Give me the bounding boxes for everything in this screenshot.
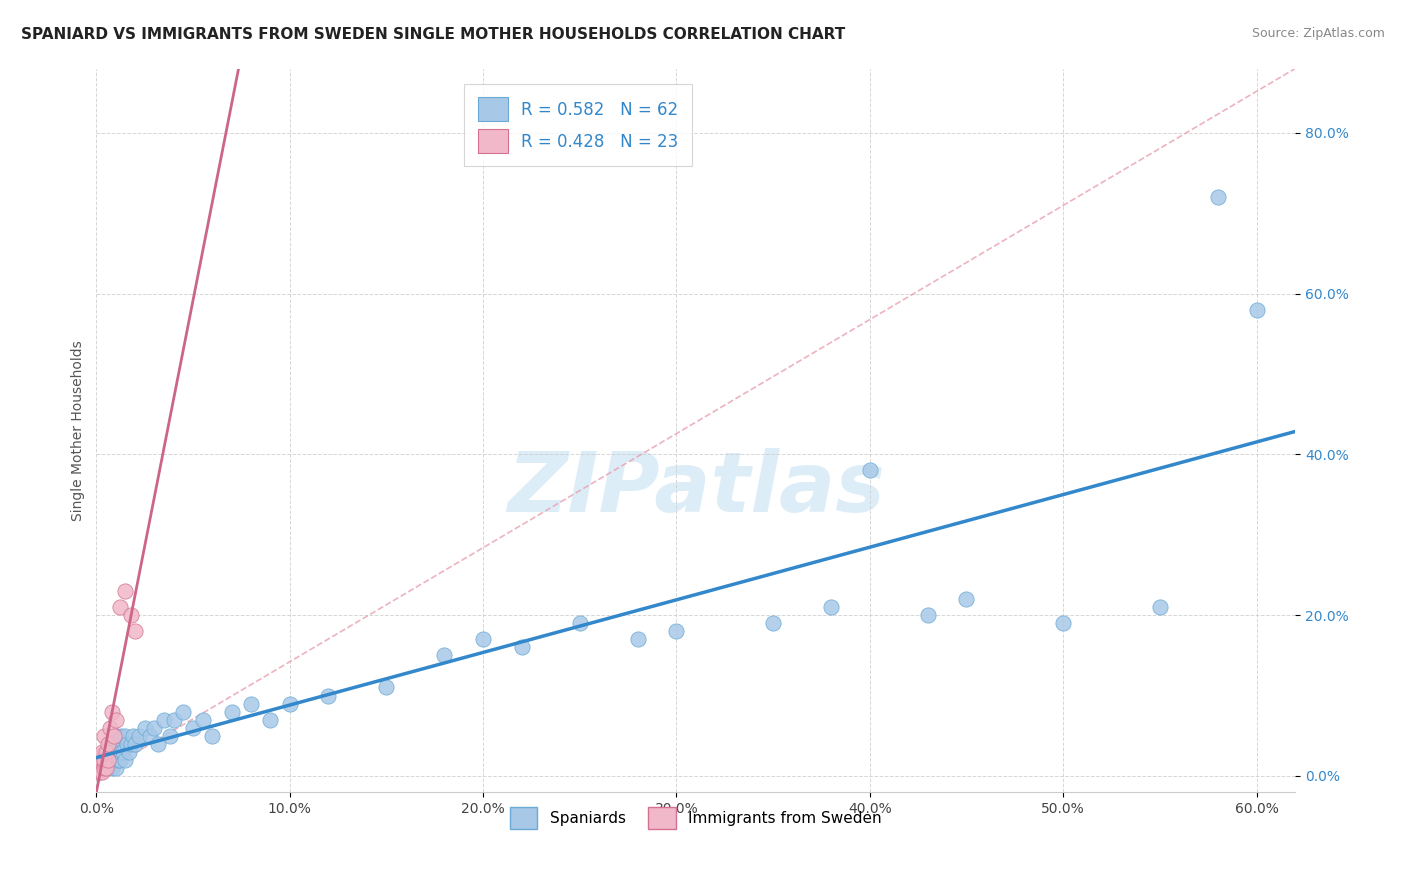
Point: [114, 584, 136, 599]
Point: [89, 748, 111, 763]
Point: [91, 753, 114, 767]
Point: [98, 737, 121, 751]
Point: [139, 729, 162, 743]
Point: [104, 745, 127, 759]
Point: [1149, 600, 1171, 615]
Point: [94, 761, 117, 775]
Point: [124, 737, 146, 751]
Point: [159, 729, 181, 743]
Point: [103, 737, 125, 751]
Point: [91, 764, 114, 779]
Point: [94, 753, 117, 767]
Point: [108, 600, 131, 615]
Point: [1246, 302, 1268, 317]
Point: [181, 721, 204, 735]
Point: [94, 745, 117, 759]
Point: [97, 761, 120, 775]
Point: [859, 463, 882, 477]
Point: [820, 600, 842, 615]
Text: Source: ZipAtlas.com: Source: ZipAtlas.com: [1251, 27, 1385, 40]
Point: [120, 608, 142, 623]
Point: [103, 729, 125, 743]
Point: [433, 648, 456, 663]
Point: [278, 697, 301, 711]
Point: [104, 713, 127, 727]
Point: [510, 640, 533, 655]
Point: [101, 761, 124, 775]
Point: [97, 753, 120, 767]
Point: [1206, 190, 1229, 204]
Point: [114, 729, 136, 743]
Point: [665, 624, 688, 639]
Point: [89, 761, 111, 775]
Point: [89, 764, 111, 779]
Point: [114, 753, 136, 767]
Point: [110, 729, 132, 743]
Point: [110, 745, 132, 759]
Point: [153, 713, 176, 727]
Point: [98, 721, 121, 735]
Point: [101, 745, 124, 759]
Point: [117, 737, 139, 751]
Point: [107, 753, 129, 767]
Point: [91, 745, 114, 759]
Point: [259, 713, 281, 727]
Point: [97, 737, 120, 751]
Point: [1052, 616, 1074, 631]
Point: [87, 761, 110, 775]
Point: [240, 697, 263, 711]
Point: [108, 737, 131, 751]
Point: [191, 713, 214, 727]
Point: [128, 729, 150, 743]
Point: [762, 616, 785, 631]
Point: [124, 624, 146, 639]
Point: [627, 632, 650, 647]
Point: [94, 745, 117, 759]
Point: [93, 729, 115, 743]
Point: [108, 753, 131, 767]
Point: [112, 745, 135, 759]
Point: [955, 592, 977, 607]
Point: [103, 753, 125, 767]
Text: ZIPatlas: ZIPatlas: [506, 448, 884, 529]
Point: [118, 745, 141, 759]
Point: [134, 721, 156, 735]
Point: [98, 753, 121, 767]
Point: [91, 753, 114, 767]
Point: [375, 681, 398, 695]
Point: [101, 705, 124, 719]
Point: [917, 608, 939, 623]
Point: [318, 689, 340, 703]
Point: [104, 729, 127, 743]
Point: [143, 721, 166, 735]
Point: [201, 729, 224, 743]
Y-axis label: Single Mother Households: Single Mother Households: [72, 340, 86, 521]
Point: [148, 737, 170, 751]
Point: [120, 737, 142, 751]
Point: [107, 737, 129, 751]
Point: [568, 616, 591, 631]
Point: [221, 705, 243, 719]
Point: [93, 753, 115, 767]
Point: [87, 764, 110, 779]
Point: [89, 761, 111, 775]
Point: [93, 761, 115, 775]
Point: [163, 713, 186, 727]
Text: SPANIARD VS IMMIGRANTS FROM SWEDEN SINGLE MOTHER HOUSEHOLDS CORRELATION CHART: SPANIARD VS IMMIGRANTS FROM SWEDEN SINGL…: [21, 27, 845, 42]
Legend: Spaniards, Immigrants from Sweden: Spaniards, Immigrants from Sweden: [503, 801, 889, 835]
Point: [104, 761, 127, 775]
Point: [172, 705, 194, 719]
Point: [122, 729, 145, 743]
Point: [472, 632, 495, 647]
Point: [93, 761, 115, 775]
